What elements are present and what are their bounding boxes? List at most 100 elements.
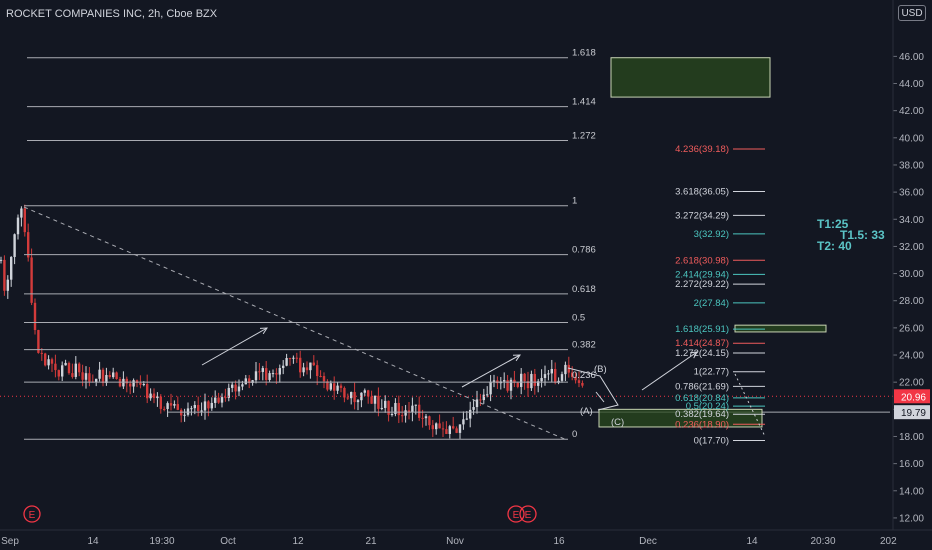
candle: [261, 365, 264, 381]
candle-body: [282, 365, 285, 369]
wave-path: [567, 367, 619, 411]
candle: [183, 408, 186, 422]
candle: [275, 368, 278, 385]
candle-body: [271, 373, 275, 375]
candle-body: [98, 369, 101, 379]
candle: [268, 370, 271, 382]
candle-body: [152, 393, 156, 399]
candle-body: [6, 279, 9, 291]
candle-body: [560, 374, 564, 381]
candle-body: [115, 372, 118, 379]
target-zone-mid: [734, 324, 827, 333]
candle: [537, 378, 540, 393]
candle-body: [163, 408, 166, 410]
earnings-marker-circle: [23, 505, 41, 523]
candle: [526, 371, 530, 397]
candle: [435, 422, 438, 435]
candle-body: [3, 259, 6, 291]
candle: [411, 397, 414, 422]
candle-body: [135, 380, 139, 383]
candle-body: [139, 382, 142, 385]
candle: [448, 424, 451, 439]
candle: [33, 298, 37, 335]
x-tick-label: Nov: [446, 536, 464, 547]
candle: [169, 393, 173, 411]
y-tick-label: 16.00: [899, 459, 924, 470]
candle-body: [166, 403, 169, 409]
candle: [564, 361, 567, 381]
price-axis: 46.00 44.00 42.00 40.00 38.00 36.00 34.00 32.00…: [893, 52, 924, 524]
candle-body: [251, 380, 254, 384]
candle: [475, 390, 479, 414]
candle-body: [149, 393, 152, 399]
candle-body: [186, 408, 190, 415]
candle-body: [200, 410, 203, 412]
candle-body: [472, 407, 475, 410]
retracement-label: 2(27.84): [694, 298, 729, 309]
candle: [47, 355, 50, 370]
fib-level-label: 0.618: [572, 284, 596, 295]
candle: [577, 371, 581, 388]
candle-body: [30, 257, 33, 303]
candle: [74, 356, 77, 380]
candle: [292, 355, 295, 364]
candle-body: [424, 416, 428, 419]
candle: [394, 398, 397, 417]
wave-label: 0.236: [572, 370, 596, 381]
candle: [520, 368, 523, 395]
candle-body: [550, 368, 553, 374]
candle-body: [33, 302, 37, 331]
candle: [424, 413, 428, 426]
candle: [61, 361, 64, 382]
candle-body: [0, 259, 3, 261]
candle-body: [319, 376, 322, 378]
candle-body: [475, 399, 479, 408]
candle: [197, 396, 200, 417]
candle: [88, 367, 91, 387]
candle: [210, 397, 213, 411]
candle-body: [203, 401, 207, 411]
candle: [271, 369, 275, 378]
candle: [336, 382, 339, 395]
candle-body: [520, 373, 523, 387]
candle-body: [71, 373, 74, 377]
candle: [54, 354, 57, 378]
candle-body: [316, 365, 319, 377]
candle: [482, 388, 485, 404]
candle-body: [16, 217, 20, 235]
candle-body: [74, 363, 77, 377]
x-tick-label: 12: [292, 536, 304, 547]
candle-body: [465, 418, 468, 420]
y-tick-label: 36.00: [899, 188, 924, 199]
candle-body: [384, 400, 387, 408]
target-label: T2: 40: [817, 239, 852, 253]
candle-body: [305, 367, 309, 371]
candle-body: [516, 382, 519, 387]
candle: [513, 370, 516, 388]
y-tick-label: 46.00: [899, 52, 924, 63]
x-tick-label: 14: [746, 536, 758, 547]
target-label: T1:25: [817, 217, 849, 231]
candle: [132, 378, 135, 393]
earnings-marker: E: [23, 505, 41, 523]
candle-body: [445, 429, 448, 435]
candle: [214, 390, 217, 408]
fib-level-label: 1: [572, 196, 577, 207]
candle: [78, 362, 81, 377]
retracement-label: 0.236(18.90): [675, 419, 729, 430]
candle-body: [441, 428, 445, 430]
retracement-label: 0.618(20.84): [675, 393, 729, 404]
candle: [343, 386, 346, 403]
candle-body: [268, 373, 271, 380]
retracement-label: 0.5(20.24): [686, 401, 729, 412]
currency-button[interactable]: USD: [898, 5, 926, 21]
wave-path: [595, 391, 605, 403]
candle: [506, 375, 509, 393]
candle: [418, 396, 421, 421]
candle: [254, 362, 258, 384]
candle-body: [455, 428, 458, 433]
candle: [438, 414, 441, 429]
candle: [125, 376, 128, 393]
candle: [554, 362, 557, 385]
